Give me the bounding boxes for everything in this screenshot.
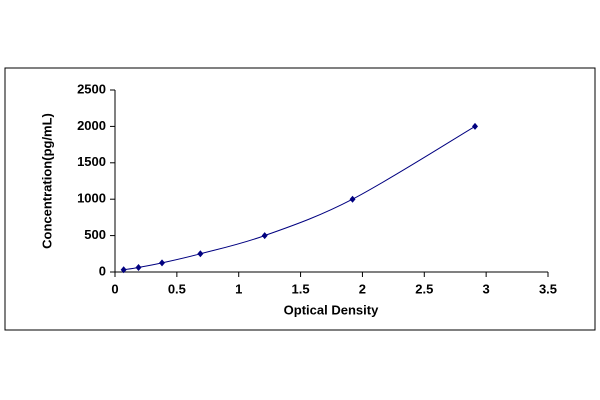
- x-tick-label: 3: [483, 281, 490, 296]
- x-tick-label: 1: [235, 281, 242, 296]
- y-tick-label: 1500: [77, 154, 106, 169]
- x-tick-label: 0: [111, 281, 118, 296]
- data-point: [261, 232, 268, 240]
- x-tick-label: 2: [359, 281, 366, 296]
- x-tick-label: 2.5: [415, 281, 433, 296]
- data-point: [349, 195, 356, 203]
- chart-frame: [4, 67, 596, 331]
- x-tick-label: 0.5: [168, 281, 186, 296]
- data-point: [472, 122, 479, 130]
- y-tick-label: 2500: [77, 81, 106, 96]
- data-point: [197, 250, 204, 258]
- y-tick-label: 2000: [77, 118, 106, 133]
- y-tick-label: 500: [84, 227, 106, 242]
- data-point: [159, 259, 166, 267]
- y-axis-label: Concentration(pg/mL): [39, 113, 54, 249]
- data-point: [135, 263, 142, 271]
- data-point: [120, 266, 127, 274]
- y-tick-label: 1000: [77, 191, 106, 206]
- x-axis-label: Optical Density: [284, 302, 379, 317]
- x-tick-label: 1.5: [292, 281, 310, 296]
- y-tick-label: 0: [99, 263, 106, 278]
- x-tick-label: 3.5: [539, 281, 557, 296]
